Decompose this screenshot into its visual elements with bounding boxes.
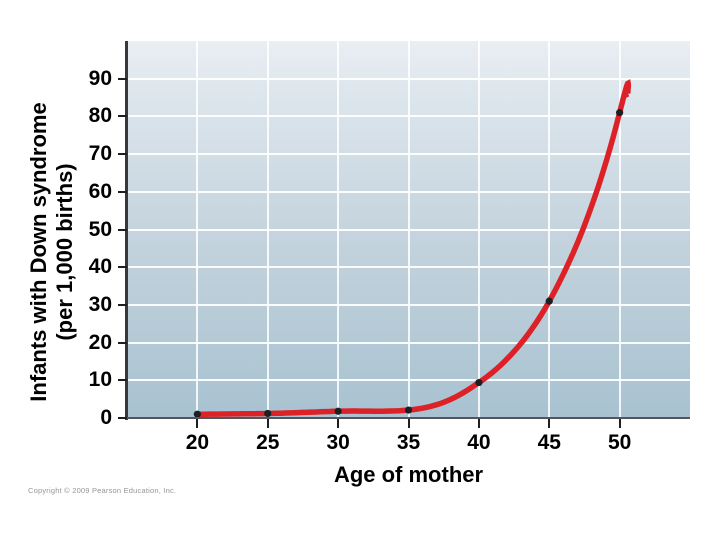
y-tick-mark bbox=[118, 228, 127, 231]
y-tick-mark bbox=[118, 341, 127, 344]
y-tick-label: 30 bbox=[88, 292, 112, 316]
data-point-dot bbox=[193, 410, 201, 418]
y-tick-label: 50 bbox=[88, 217, 112, 241]
y-gridline bbox=[127, 266, 690, 269]
y-tick-label: 0 bbox=[100, 406, 112, 429]
incidence-curve-path bbox=[197, 79, 632, 417]
x-tick-mark bbox=[196, 419, 199, 428]
x-tick-label: 25 bbox=[256, 431, 280, 454]
y-tick-mark bbox=[118, 417, 127, 419]
y-tick-label: 80 bbox=[88, 104, 112, 128]
data-point-dot bbox=[404, 406, 413, 414]
data-point-dot bbox=[334, 407, 342, 415]
y-gridline bbox=[127, 228, 690, 231]
x-tick-mark bbox=[407, 419, 410, 428]
y-tick-label: 40 bbox=[88, 255, 112, 279]
incidence-curve bbox=[193, 79, 632, 418]
data-point-dot bbox=[264, 409, 272, 418]
x-tick-mark bbox=[548, 419, 551, 428]
x-tick-label: 45 bbox=[537, 431, 561, 454]
x-tick-mark bbox=[618, 419, 621, 428]
data-point-dot bbox=[545, 297, 553, 305]
y-tick-label: 70 bbox=[88, 142, 112, 166]
y-gridline bbox=[127, 153, 690, 156]
x-axis-title: Age of mother bbox=[333, 462, 484, 487]
y-tick-label: 90 bbox=[88, 66, 112, 90]
y-gridline bbox=[127, 379, 690, 382]
y-tick-mark bbox=[118, 115, 127, 118]
y-gridline bbox=[127, 341, 690, 344]
copyright-text: Copyright © 2009 Pearson Education, Inc. bbox=[28, 486, 177, 495]
y-tick-mark bbox=[118, 77, 127, 80]
y-tick-label: 10 bbox=[88, 368, 112, 392]
x-tick-label: 30 bbox=[326, 431, 350, 454]
x-tick-label: 35 bbox=[396, 431, 421, 454]
y-gridline bbox=[127, 77, 690, 80]
x-tick-mark bbox=[337, 419, 340, 428]
plot-area bbox=[127, 41, 690, 418]
data-point-dot bbox=[475, 378, 483, 387]
x-tick-label: 40 bbox=[467, 431, 491, 454]
data-point-dot bbox=[616, 109, 624, 117]
y-tick-label: 60 bbox=[88, 179, 112, 203]
y-axis-line bbox=[125, 41, 128, 420]
y-gridline bbox=[127, 303, 690, 306]
y-tick-mark bbox=[118, 190, 127, 193]
y-tick-mark bbox=[118, 266, 127, 269]
x-axis-line bbox=[125, 417, 690, 419]
y-tick-mark bbox=[118, 379, 127, 382]
x-tick-label: 50 bbox=[607, 431, 632, 454]
y-gridline bbox=[127, 115, 690, 118]
y-tick-label: 20 bbox=[88, 330, 112, 354]
x-tick-label: 20 bbox=[185, 431, 210, 454]
y-tick-mark bbox=[118, 153, 127, 156]
x-tick-mark bbox=[266, 419, 269, 428]
y-tick-mark bbox=[118, 303, 127, 306]
y-gridline bbox=[127, 190, 690, 193]
y-axis-title-line1: Infants with Down syndrome bbox=[26, 102, 51, 402]
x-tick-mark bbox=[477, 419, 480, 428]
